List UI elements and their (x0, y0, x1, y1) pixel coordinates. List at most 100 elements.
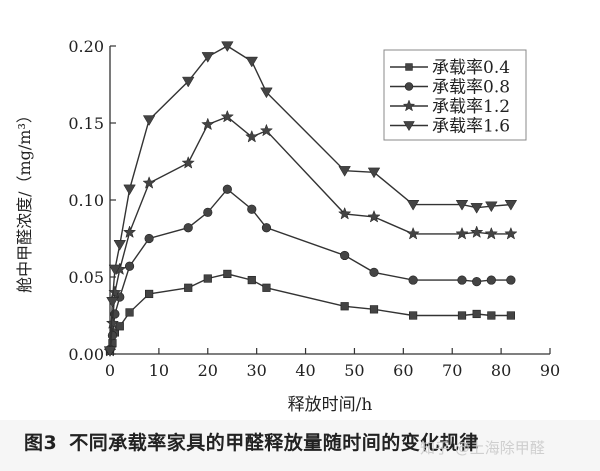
x-axis-label: 释放时间/h (288, 395, 373, 415)
square-marker-icon (223, 269, 232, 279)
triangle-down-marker-icon (504, 200, 518, 211)
chart-panel: 0 10 20 30 40 50 60 70 80 90 0.00 0.05 0.10 0.15 0.20 … (0, 0, 600, 420)
x-tick-label: 70 (442, 361, 462, 380)
series-line (109, 273, 511, 352)
star-marker-icon (402, 99, 416, 112)
triangle-down-marker-icon (260, 87, 273, 99)
series-3 (103, 109, 518, 357)
legend-item: 承载率0.8 (390, 78, 510, 98)
caption-bar (0, 420, 600, 471)
circle-marker-icon (222, 184, 232, 194)
x-tick-label: 0 (105, 361, 115, 380)
legend-item: 承载率0.4 (390, 58, 510, 78)
triangle-down-marker-icon (123, 184, 136, 196)
axes: 0 10 20 30 40 50 60 70 80 90 0.00 0.05 0.10 0.15 0.20 (68, 37, 560, 380)
circle-marker-icon (247, 204, 257, 214)
triangle-down-marker-icon (106, 297, 119, 308)
circle-marker-icon (457, 275, 467, 285)
legend-item: 承载率1.6 (390, 117, 510, 137)
square-marker-icon (457, 311, 467, 320)
caption-text: 不同承载率家具的甲醛释放量随时间的变化规律 (69, 432, 479, 454)
square-marker-icon (247, 275, 256, 285)
star-marker-icon (105, 316, 120, 329)
triangle-down-marker-icon (103, 346, 117, 357)
triangle-down-marker-icon (338, 166, 351, 177)
x-tick-label: 90 (540, 361, 560, 380)
x-tick-label: 40 (295, 361, 315, 380)
y-tick-label: 0.15 (68, 114, 104, 133)
circle-marker-icon (506, 275, 516, 285)
square-marker-icon (506, 311, 515, 320)
square-marker-icon (409, 311, 418, 320)
y-tick-label: 0.20 (68, 37, 104, 56)
star-marker-icon (220, 109, 234, 123)
series-group (103, 41, 518, 357)
formaldehyde-release-line-chart: 0 10 20 30 40 50 60 70 80 900.000.050.100.150.20 … (15, 37, 560, 415)
triangle-down-marker-icon (113, 240, 127, 251)
square-marker-icon (145, 289, 154, 299)
star-marker-icon (406, 226, 420, 240)
circle-marker-icon (183, 223, 193, 233)
y-axis-label: 舱中甲醛浓度/（mg/m³） (15, 107, 34, 293)
star-marker-icon (484, 226, 498, 240)
x-tick-label: 20 (198, 361, 218, 380)
square-marker-icon (340, 302, 349, 311)
triangle-down-marker-icon (403, 121, 415, 132)
x-tick-label: 10 (149, 361, 169, 380)
x-tick-label: 50 (344, 361, 364, 380)
circle-marker-icon (203, 207, 213, 217)
square-marker-icon (369, 305, 379, 314)
star-marker-icon (108, 285, 122, 299)
star-marker-icon (338, 206, 352, 220)
circle-marker-icon (340, 250, 350, 261)
watermark: 知乎 @上海除甲醛 (420, 439, 545, 457)
circle-marker-icon (107, 330, 118, 341)
triangle-down-marker-icon (108, 264, 122, 276)
triangle-down-marker-icon (221, 41, 234, 53)
y-tick-label: 0.05 (68, 268, 104, 287)
triangle-down-marker-icon (485, 201, 498, 213)
y-tick-label: 0.10 (68, 191, 104, 210)
square-marker-icon (405, 63, 413, 71)
series-line (109, 188, 511, 350)
series-1 (105, 269, 515, 356)
figure-caption: 图3 不同承载率家具的甲醛释放量随时间的变化规律 (24, 428, 479, 455)
circle-marker-icon (408, 275, 418, 285)
triangle-down-marker-icon (367, 167, 381, 179)
star-marker-icon (122, 225, 137, 238)
legend-label: 承载率1.2 (432, 97, 510, 117)
star-marker-icon (504, 226, 518, 240)
square-marker-icon (125, 308, 134, 317)
circle-marker-icon (144, 233, 154, 244)
legend-item: 承载率1.2 (390, 97, 510, 117)
triangle-down-marker-icon (470, 203, 483, 214)
square-marker-icon (262, 283, 271, 292)
star-marker-icon (470, 225, 484, 238)
legend-label: 承载率0.4 (432, 58, 510, 78)
star-marker-icon (181, 155, 195, 169)
star-marker-icon (142, 176, 156, 189)
series-4 (103, 41, 518, 357)
star-marker-icon (367, 209, 381, 223)
circle-marker-icon (486, 275, 496, 285)
triangle-down-marker-icon (201, 52, 215, 63)
series-2 (105, 184, 516, 354)
circle-marker-icon (369, 267, 379, 277)
triangle-down-marker-icon (455, 200, 469, 211)
triangle-down-marker-icon (181, 76, 195, 88)
triangle-down-marker-icon (245, 56, 259, 68)
figure-number: 图3 (24, 432, 58, 454)
circle-marker-icon (124, 261, 135, 271)
circle-marker-icon (261, 223, 272, 233)
square-marker-icon (115, 322, 124, 331)
star-marker-icon (455, 226, 469, 240)
y-tick-label: 0.00 (68, 345, 104, 364)
legend-label: 承载率0.8 (432, 78, 510, 98)
x-tick-label: 80 (491, 361, 511, 380)
triangle-down-marker-icon (406, 200, 420, 211)
star-marker-icon (259, 123, 274, 137)
square-marker-icon (203, 274, 212, 283)
star-marker-icon (245, 129, 259, 143)
legend-label: 承载率1.6 (432, 117, 510, 137)
